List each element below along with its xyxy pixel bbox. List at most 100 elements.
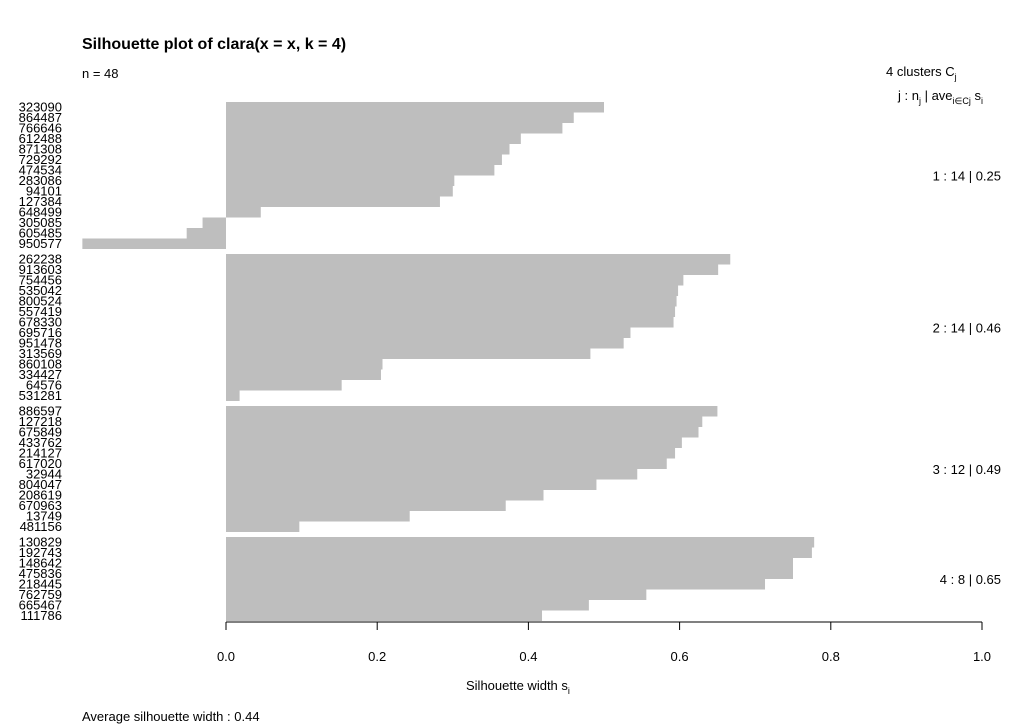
observation-label: 474534 [19,163,62,178]
silhouette-bar [226,406,718,417]
chart-title: Silhouette plot of clara(x = x, k = 4) [82,36,346,53]
silhouette-bar [226,196,440,207]
silhouette-bar [226,133,521,144]
cluster-summary: 1 : 14 | 0.25 [933,169,1001,184]
observation-label: 886597 [19,404,62,419]
observation-label: 762759 [19,587,62,602]
legend-header-ave: | ave [921,88,953,103]
observation-label: 481156 [20,519,62,534]
observation-label: 13749 [26,509,62,524]
observation-label: 531281 [19,388,62,403]
silhouette-bar [226,112,574,123]
silhouette-bar [226,448,676,459]
silhouette-bar [226,558,793,569]
x-axis-label-sub: i [568,686,570,696]
sample-size-label: n = 48 [82,66,119,81]
silhouette-bar [226,186,453,197]
legend-header-s: s [971,88,982,103]
silhouette-bar [226,547,812,558]
silhouette-bar [226,338,624,349]
x-tick-label: 0.8 [822,649,840,664]
observation-label: 804047 [19,477,62,492]
observation-label: 675849 [19,425,62,440]
silhouette-bar [226,285,679,296]
silhouette-bar [226,610,543,621]
average-silhouette-width: Average silhouette width : 0.44 [82,709,260,724]
observation-label: 800524 [19,294,62,309]
silhouette-bar [226,416,703,427]
observation-label: 605485 [19,226,62,241]
observation-label: 192743 [19,545,62,560]
legend-header-columns: j : nj | avei∈Cj si [897,88,983,106]
observation-label: 754456 [19,273,62,288]
observation-label: 334427 [19,367,62,382]
legend-header-n: j : n [897,88,919,103]
observation-label: 64576 [26,378,62,393]
silhouette-bar [226,207,261,218]
observation-label: 127384 [19,194,62,209]
silhouette-bar [226,317,674,328]
silhouette-bar [226,369,381,380]
observation-label: 218445 [19,577,62,592]
silhouette-bar [226,327,631,338]
silhouette-bar [82,238,226,249]
observation-label: 208619 [19,488,62,503]
silhouette-bar [226,490,544,501]
observation-label: 864487 [19,110,62,125]
silhouette-bar [226,275,684,286]
cluster-summary: 4 : 8 | 0.65 [940,572,1001,587]
silhouette-bar [226,390,240,401]
x-tick-label: 0.6 [671,649,689,664]
x-axis-label-text: Silhouette width s [466,678,568,693]
observation-label: 860108 [19,357,62,372]
x-tick-label: 1.0 [973,649,991,664]
observation-label: 670963 [19,498,62,513]
observation-label: 557419 [19,304,62,319]
observation-label: 111786 [21,608,62,623]
observation-label: 695716 [19,325,62,340]
observation-label: 32944 [26,467,62,482]
observation-label: 665467 [19,598,62,613]
observation-label: 678330 [19,315,62,330]
legend-header-clusters-sub: j [954,72,957,82]
silhouette-bar [226,165,495,176]
cluster-summary: 2 : 14 | 0.46 [933,321,1001,336]
silhouette-bar [226,359,383,370]
silhouette-bar [226,437,682,448]
observation-label: 214127 [19,446,62,461]
observation-label: 617020 [19,456,62,471]
silhouette-bar [226,500,506,511]
x-axis-label: Silhouette width si [466,678,570,696]
observation-label: 913603 [19,262,62,277]
silhouette-bar [226,264,719,275]
silhouette-bar [226,589,647,600]
observation-label: 535042 [19,283,62,298]
silhouette-bar [226,296,677,307]
x-tick-label: 0.4 [519,649,537,664]
observation-label: 262238 [19,252,62,267]
observation-label: 283086 [19,173,62,188]
silhouette-bar [226,568,793,579]
silhouette-bar [226,154,502,165]
x-tick-label: 0.2 [368,649,386,664]
legend-header-s-sub: i [981,96,983,106]
silhouette-bar [226,144,510,155]
observation-label: 94101 [26,184,62,199]
observation-labels: 3230908644877666466124888713087292924745… [19,100,62,624]
cluster-summary: 3 : 12 | 0.49 [933,462,1001,477]
silhouette-bar [226,427,699,438]
silhouette-bar [202,217,226,228]
silhouette-bar [226,600,589,611]
observation-label: 433762 [19,435,62,450]
observation-label: 130829 [19,535,62,550]
silhouette-bar [226,254,731,265]
observation-label: 648499 [19,205,62,220]
observation-label: 323090 [19,100,62,115]
observation-label: 766646 [19,121,62,136]
x-tick-label: 0.0 [217,649,235,664]
silhouette-bar [226,469,638,480]
silhouette-bar [226,306,676,317]
legend-header-ave-sub: i∈Cj [953,96,971,106]
silhouette-bar [226,458,667,469]
observation-label: 148642 [19,556,62,571]
